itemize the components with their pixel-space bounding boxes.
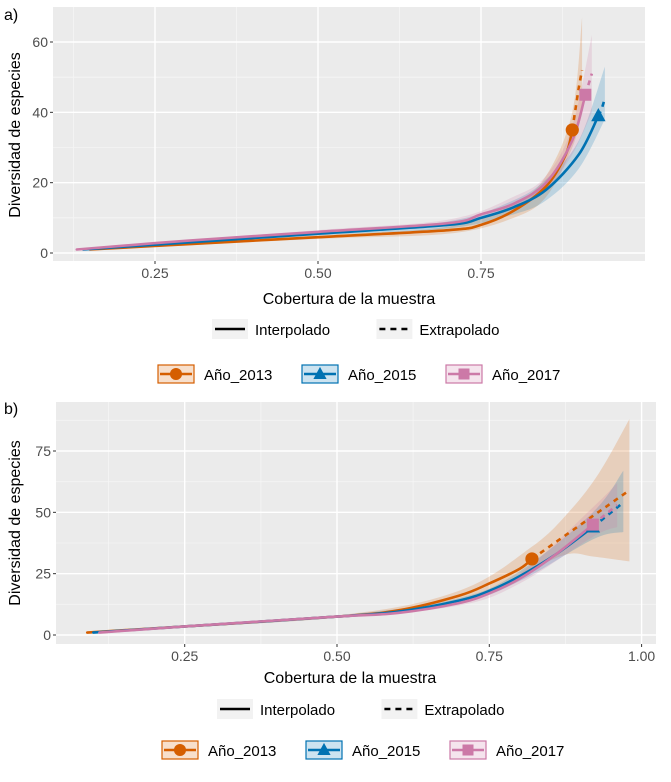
reference-markers: [565, 88, 606, 137]
legend-label-año_2017: Año_2017: [492, 367, 560, 384]
legend-linetype: Interpolado Extrapolado: [212, 319, 499, 339]
x-ticks: 0.25 0.50 0.75 1.00: [171, 644, 655, 664]
y-tick-label: 40: [32, 104, 48, 120]
x-axis-title: Cobertura de la muestra: [264, 670, 437, 687]
y-tick-label: 20: [32, 175, 48, 191]
y-tick-label: 25: [35, 566, 51, 582]
legend-square-icon: [462, 744, 474, 756]
legend-triangle-icon: [313, 366, 327, 379]
y-ticks: 0 25 50 75: [35, 443, 56, 643]
x-tick-label: 0.50: [323, 648, 350, 664]
plot-background: [53, 7, 645, 261]
extrapolated-line-año_2015: [592, 501, 625, 529]
x-tick-label: 0.75: [476, 648, 503, 664]
y-tick-label: 75: [35, 443, 51, 459]
y-tick-label: 0: [43, 627, 51, 643]
x-tick-label: 1.00: [628, 648, 655, 664]
y-axis-title: Diversidad de especies: [7, 440, 24, 605]
interpolated-line-año_2017: [98, 523, 595, 634]
legend-label-interpolado: Interpolado: [260, 702, 335, 719]
interpolated-line-año_2017: [75, 93, 587, 251]
plot-background: [56, 402, 656, 644]
legend-label-año_2013: Año_2013: [204, 367, 272, 384]
legend-label-interpolado: Interpolado: [255, 322, 330, 339]
marker-año_2013: [525, 552, 539, 566]
legend-linetype: Interpolado Extrapolado: [217, 699, 504, 719]
y-ticks: 0 20 40 60: [32, 34, 53, 261]
legend-square-icon: [458, 368, 470, 380]
legend-label-año_2017: Año_2017: [496, 743, 564, 760]
legend-circle-icon: [173, 743, 187, 757]
panel-b-label: b): [4, 401, 18, 418]
legend-label-año_2015: Año_2015: [348, 367, 416, 384]
x-ticks: 0.25 0.50 0.75: [141, 261, 495, 281]
legend-label-extrapolado: Extrapolado: [424, 702, 504, 719]
marker-año_2017: [579, 88, 592, 101]
y-axis-title: Diversidad de especies: [7, 52, 24, 217]
x-tick-label: 0.75: [467, 265, 494, 281]
gridlines: [56, 402, 656, 644]
reference-markers: [525, 518, 601, 566]
marker-año_2015: [591, 108, 606, 122]
x-tick-label: 0.50: [304, 265, 331, 281]
marker-año_2017: [586, 518, 599, 531]
panel-a: a) 0 20 40 60 0.25 0.50 0.75 Diversidad de es…: [4, 7, 645, 384]
panel-b: b) 0 25 50 75 0.25 0.50 0.75 1.00 Diversidad d…: [4, 401, 656, 760]
extrapolated-line-año_2013: [570, 69, 584, 131]
y-tick-label: 50: [35, 504, 51, 520]
y-tick-label: 60: [32, 34, 48, 50]
extrapolated-line-año_2013: [531, 489, 631, 561]
interpolated-line-año_2015: [81, 114, 600, 251]
interpolated-line-año_2013: [88, 128, 574, 251]
legend-label-año_2015: Año_2015: [352, 743, 420, 760]
confidence-band-año_2017: [99, 482, 618, 634]
legend-circle-icon: [169, 367, 183, 381]
legend-label-año_2013: Año_2013: [208, 743, 276, 760]
legend-label-extrapolado: Extrapolado: [419, 322, 499, 339]
panel-a-label: a): [4, 7, 18, 24]
legend-year: Año_2013 Año_2015 Año_2017: [157, 364, 560, 384]
confidence-band-año_2013: [87, 419, 630, 634]
x-axis-title: Cobertura de la muestra: [263, 291, 436, 308]
y-tick-label: 0: [40, 245, 48, 261]
legend-triangle-icon: [317, 742, 331, 755]
gridlines: [53, 7, 645, 261]
marker-año_2013: [565, 123, 579, 137]
x-tick-label: 0.25: [141, 265, 168, 281]
legend-year: Año_2013 Año_2015 Año_2017: [161, 740, 564, 760]
x-tick-label: 0.25: [171, 648, 198, 664]
